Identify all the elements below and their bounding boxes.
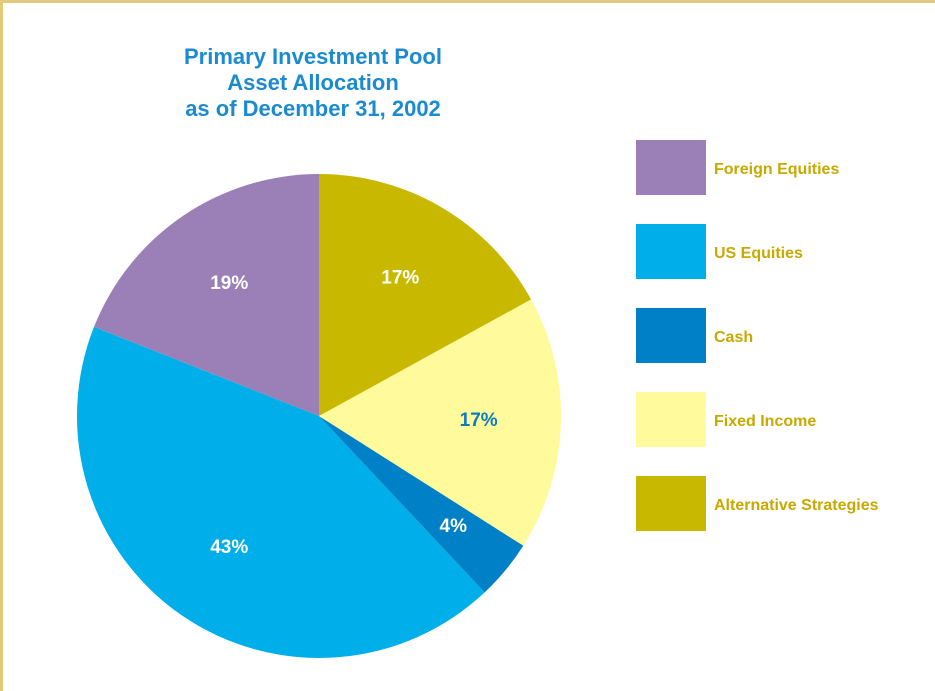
legend-text: Cash bbox=[714, 329, 753, 346]
legend-text: Alternative Strategies bbox=[714, 497, 879, 514]
legend-swatch bbox=[636, 140, 706, 195]
pie-slice bbox=[319, 299, 561, 546]
legend-swatch bbox=[636, 476, 706, 531]
pie-slice bbox=[319, 416, 524, 593]
chart-title: Asset Allocation bbox=[227, 70, 399, 95]
legend-swatch bbox=[636, 308, 706, 363]
chart-title: as of December 31, 2002 bbox=[185, 96, 441, 121]
pie-slice bbox=[93, 174, 320, 416]
value-label: 4% bbox=[440, 516, 468, 537]
chart-title: Primary Investment Pool bbox=[184, 44, 442, 69]
legend-text: Fixed Income bbox=[714, 413, 816, 430]
value-label: 17% bbox=[460, 410, 498, 431]
pie-slice bbox=[319, 174, 532, 416]
legend-text: US Equities bbox=[714, 245, 803, 262]
legend-swatch bbox=[636, 224, 706, 279]
legend-swatch bbox=[636, 392, 706, 447]
pie-slice bbox=[76, 326, 485, 658]
value-label: 19% bbox=[210, 273, 248, 294]
value-label: 43% bbox=[210, 537, 248, 558]
legend-text: Foreign Equities bbox=[714, 161, 839, 178]
value-label: 17% bbox=[381, 268, 419, 289]
